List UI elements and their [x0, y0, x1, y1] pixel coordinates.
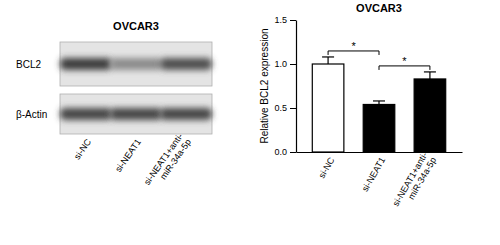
- plot-area: [312, 57, 445, 152]
- y-tick-label: 1.5: [274, 15, 287, 25]
- error-bar-stem: [429, 72, 430, 79]
- blot-lane-label: si-NEAT1: [113, 137, 143, 174]
- bar: [414, 79, 446, 152]
- error-bar-cap: [424, 71, 436, 72]
- blot-band: [110, 58, 162, 70]
- blot-band: [160, 58, 212, 70]
- blot-band: [160, 108, 212, 120]
- y-axis: 0.0 0.5 1.0 1.5: [274, 15, 296, 157]
- blot-band: [60, 58, 112, 70]
- error-bar-cap: [373, 100, 385, 101]
- blot-panel: [60, 94, 212, 134]
- blot-row-label: β-Actin: [16, 109, 47, 120]
- bar: [312, 64, 344, 152]
- blot-title: OVCAR3: [113, 20, 159, 32]
- x-axis-line: [297, 152, 463, 153]
- y-tick-label: 0.5: [274, 103, 287, 113]
- blot-lane-label: si-NC: [72, 137, 93, 162]
- bar: [363, 104, 395, 152]
- y-tick: 1.0: [274, 59, 296, 69]
- blot-band: [110, 108, 162, 120]
- y-tick: 0.5: [274, 103, 296, 113]
- blot-lane-label: si-NEAT1+anti-miR-34a-5p: [142, 131, 193, 192]
- x-axis: [297, 152, 463, 154]
- error-bar-stem: [327, 57, 328, 64]
- blot-panel: [60, 42, 212, 86]
- error-bar: [373, 101, 385, 105]
- significance-label: *: [351, 40, 356, 52]
- y-tick-mark: [290, 152, 296, 153]
- y-tick-mark: [290, 20, 296, 21]
- y-axis-line: [296, 21, 297, 153]
- y-tick-label: 1.0: [274, 59, 287, 69]
- x-tick-label: si-NC: [316, 155, 336, 180]
- y-tick-mark: [290, 108, 296, 109]
- y-axis-title: Relative BCL2 expression: [259, 28, 270, 143]
- blot-band: [60, 108, 112, 120]
- x-tick-label: si-NEAT1+anti-miR-34a-5p: [391, 151, 439, 213]
- y-tick-mark: [290, 64, 296, 65]
- x-tick-label: si-NEAT1: [360, 156, 388, 194]
- significance-label: *: [402, 55, 407, 67]
- y-tick-label: 0.0: [274, 147, 287, 157]
- blot-row-label: BCL2: [16, 59, 41, 70]
- y-tick: 1.5: [274, 15, 296, 25]
- error-bar: [322, 57, 334, 64]
- chart-title: OVCAR3: [356, 2, 402, 14]
- error-bar: [424, 72, 436, 79]
- error-bar-cap: [322, 56, 334, 57]
- y-tick: 0.0: [274, 147, 296, 157]
